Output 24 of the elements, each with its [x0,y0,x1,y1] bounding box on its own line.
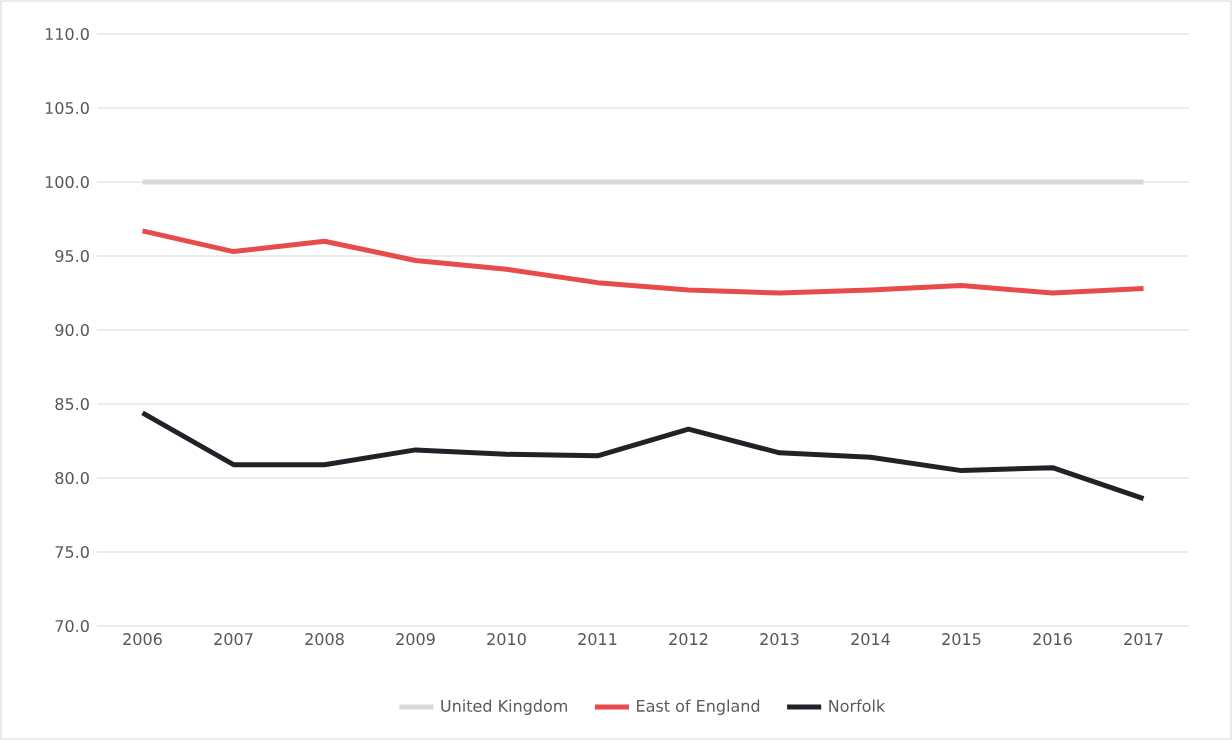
y-tick-label: 70.0 [55,619,89,633]
y-tick-label: 85.0 [55,397,89,411]
x-tick-label: 2017 [1124,633,1163,646]
x-tick-label: 2012 [669,633,708,646]
y-tick-label: 90.0 [55,323,89,337]
x-tick-label: 2015 [942,633,981,646]
x-tick-label: 2010 [487,633,526,646]
x-tick-label: 2013 [760,633,799,646]
y-tick-label: 75.0 [55,545,89,559]
y-tick-label: 110.0 [45,27,89,41]
y-tick-label: 100.0 [45,175,89,189]
y-tick-label: 95.0 [55,249,89,263]
y-tick-label: 105.0 [45,101,89,115]
legend-label: East of England [637,699,760,715]
x-tick-label: 2016 [1033,633,1072,646]
y-tick-label: 80.0 [55,471,89,485]
x-tick-label: 2006 [123,633,162,646]
x-tick-label: 2009 [396,633,435,646]
legend-label: United Kingdom [441,699,568,715]
legend-label: Norfolk [829,699,886,712]
x-tick-label: 2011 [578,633,617,646]
x-tick-label: 2008 [305,633,344,646]
x-tick-label: 2014 [851,633,890,646]
x-tick-label: 2007 [214,633,253,646]
